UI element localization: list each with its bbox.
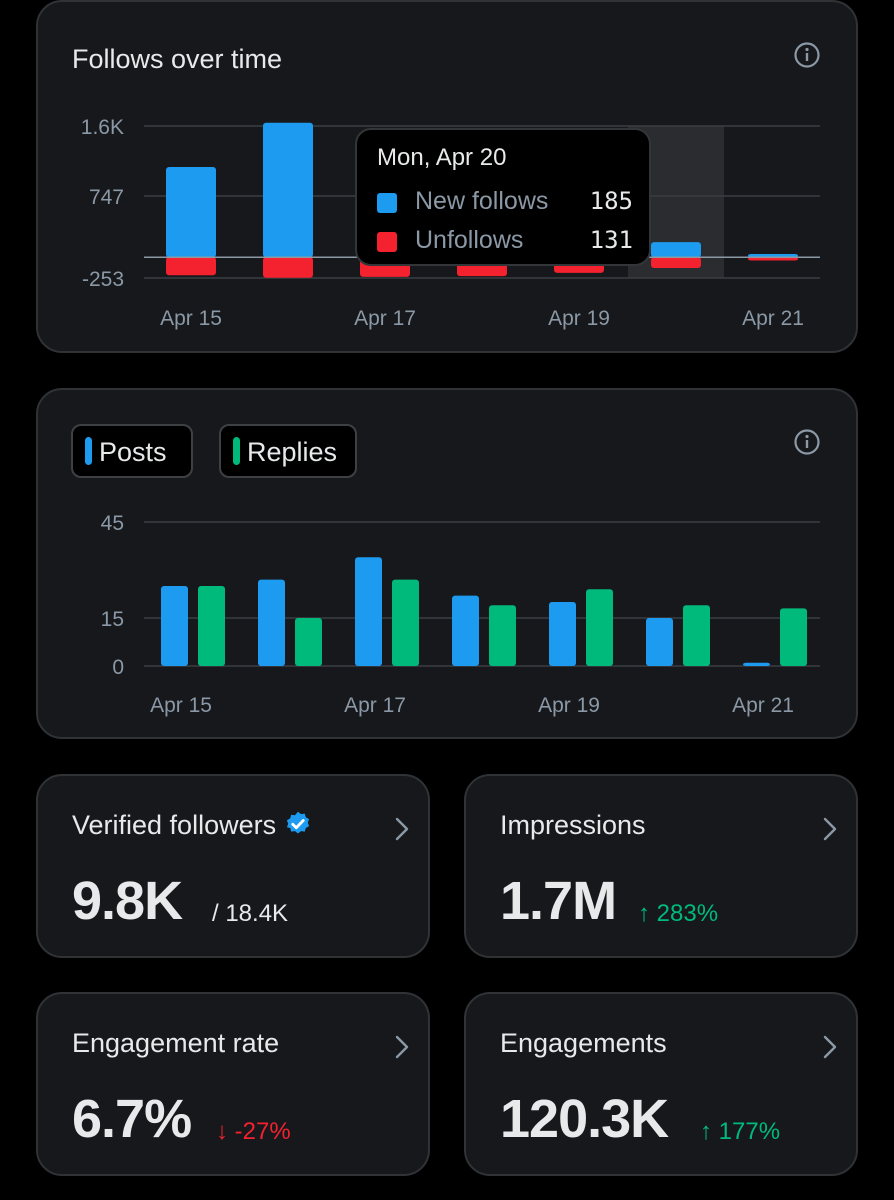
x-tick-label: Apr 15 bbox=[150, 694, 212, 717]
replies-legend-marker bbox=[233, 437, 240, 465]
posts-replies-chart[interactable]: 45 15 0 Apr 15 Apr 17 Apr 19 Apr 21 bbox=[38, 390, 856, 737]
legend-label: Replies bbox=[247, 437, 338, 467]
bar-replies bbox=[489, 605, 516, 666]
stat-title-text: Verified followers bbox=[72, 810, 277, 840]
chevron-right-icon bbox=[395, 817, 409, 841]
verified-badge-icon bbox=[287, 811, 310, 834]
bar-posts bbox=[161, 586, 188, 666]
bar-replies bbox=[780, 608, 807, 666]
bar-unfollows bbox=[651, 257, 701, 268]
tooltip-value: 185 bbox=[589, 187, 633, 215]
tooltip-row-unfollows: Unfollows 131 bbox=[377, 226, 633, 256]
bar-replies bbox=[295, 618, 322, 666]
engagement-rate-card[interactable]: Engagement rate 6.7% ↓ -27% bbox=[36, 992, 430, 1176]
y-tick-label: 0 bbox=[112, 656, 124, 679]
x-tick-label: Apr 15 bbox=[160, 307, 222, 330]
y-tick-label: 45 bbox=[101, 512, 124, 535]
bar-replies bbox=[198, 586, 225, 666]
bar-new-follows bbox=[651, 242, 701, 258]
stat-change: ↓ -27% bbox=[216, 1118, 291, 1145]
legend-label: Posts bbox=[99, 437, 167, 467]
stat-title: Engagement rate bbox=[72, 1028, 280, 1058]
stat-title: Impressions bbox=[500, 810, 646, 840]
bar-new-follows bbox=[748, 253, 798, 258]
bar-posts bbox=[355, 557, 382, 666]
chevron-right-icon bbox=[823, 1035, 837, 1059]
legend-replies-toggle[interactable]: Replies bbox=[219, 424, 357, 478]
chevron-right-icon bbox=[395, 1035, 409, 1059]
bar-posts bbox=[258, 579, 285, 666]
bar-unfollows bbox=[748, 257, 798, 261]
y-tick-label: 15 bbox=[101, 608, 124, 631]
unfollows-swatch bbox=[377, 232, 397, 252]
y-tick-label: 1.6K bbox=[81, 116, 124, 139]
stat-title: Verified followers bbox=[72, 810, 312, 841]
bar-unfollows bbox=[263, 257, 313, 278]
x-tick-label: Apr 19 bbox=[548, 307, 610, 330]
y-tick-label: 747 bbox=[89, 186, 124, 209]
stat-value: 1.7M bbox=[500, 871, 617, 931]
follows-card-title: Follows over time bbox=[72, 44, 283, 74]
bar-replies bbox=[392, 579, 419, 666]
new-follows-swatch bbox=[377, 193, 397, 213]
chart-tooltip: Mon, Apr 20 New follows 185 Unfollows 13… bbox=[355, 128, 651, 266]
tooltip-date: Mon, Apr 20 bbox=[377, 144, 507, 171]
bar-posts bbox=[452, 595, 479, 666]
x-tick-label: Apr 21 bbox=[742, 307, 804, 330]
posts-replies-card: Posts Replies 45 15 0 Apr 15 Apr 17 Apr 19 Apr… bbox=[36, 388, 858, 739]
engagements-card[interactable]: Engagements 120.3K ↑ 177% bbox=[464, 992, 858, 1176]
bar-unfollows bbox=[166, 257, 216, 276]
x-tick-label: Apr 19 bbox=[538, 694, 600, 717]
stat-value: 6.7% bbox=[72, 1089, 192, 1149]
stat-title: Engagements bbox=[500, 1028, 667, 1058]
bar-replies bbox=[683, 605, 710, 666]
stat-change: ↑ 283% bbox=[638, 900, 719, 927]
x-tick-label: Apr 21 bbox=[732, 694, 794, 717]
tooltip-value: 131 bbox=[589, 226, 633, 254]
tooltip-label: Unfollows bbox=[415, 226, 524, 254]
stat-value: 9.8K bbox=[72, 871, 183, 931]
info-icon[interactable] bbox=[794, 42, 820, 68]
chevron-right-icon bbox=[823, 817, 837, 841]
x-tick-label: Apr 17 bbox=[354, 307, 416, 330]
verified-followers-card[interactable]: Verified followers 9.8K / 18.4K bbox=[36, 774, 430, 958]
stat-value: 120.3K bbox=[500, 1089, 669, 1149]
x-tick-label: Apr 17 bbox=[344, 694, 406, 717]
bar-posts bbox=[743, 662, 770, 666]
stat-total: / 18.4K bbox=[212, 900, 289, 927]
impressions-card[interactable]: Impressions 1.7M ↑ 283% bbox=[464, 774, 858, 958]
bar-new-follows bbox=[166, 167, 216, 258]
bar-posts bbox=[646, 618, 673, 666]
y-tick-label: -253 bbox=[82, 268, 124, 291]
bar-new-follows bbox=[263, 122, 313, 258]
info-icon[interactable] bbox=[794, 429, 820, 455]
stat-change: ↑ 177% bbox=[700, 1118, 781, 1145]
tooltip-row-new-follows: New follows 185 bbox=[377, 187, 633, 217]
posts-legend-marker bbox=[85, 437, 92, 465]
bar-posts bbox=[549, 602, 576, 666]
bar-replies bbox=[586, 589, 613, 666]
tooltip-label: New follows bbox=[415, 187, 549, 215]
follows-over-time-card: Follows over time 1.6K 747 -253 Apr 15 Apr 1… bbox=[36, 0, 858, 353]
legend-posts-toggle[interactable]: Posts bbox=[71, 424, 193, 478]
